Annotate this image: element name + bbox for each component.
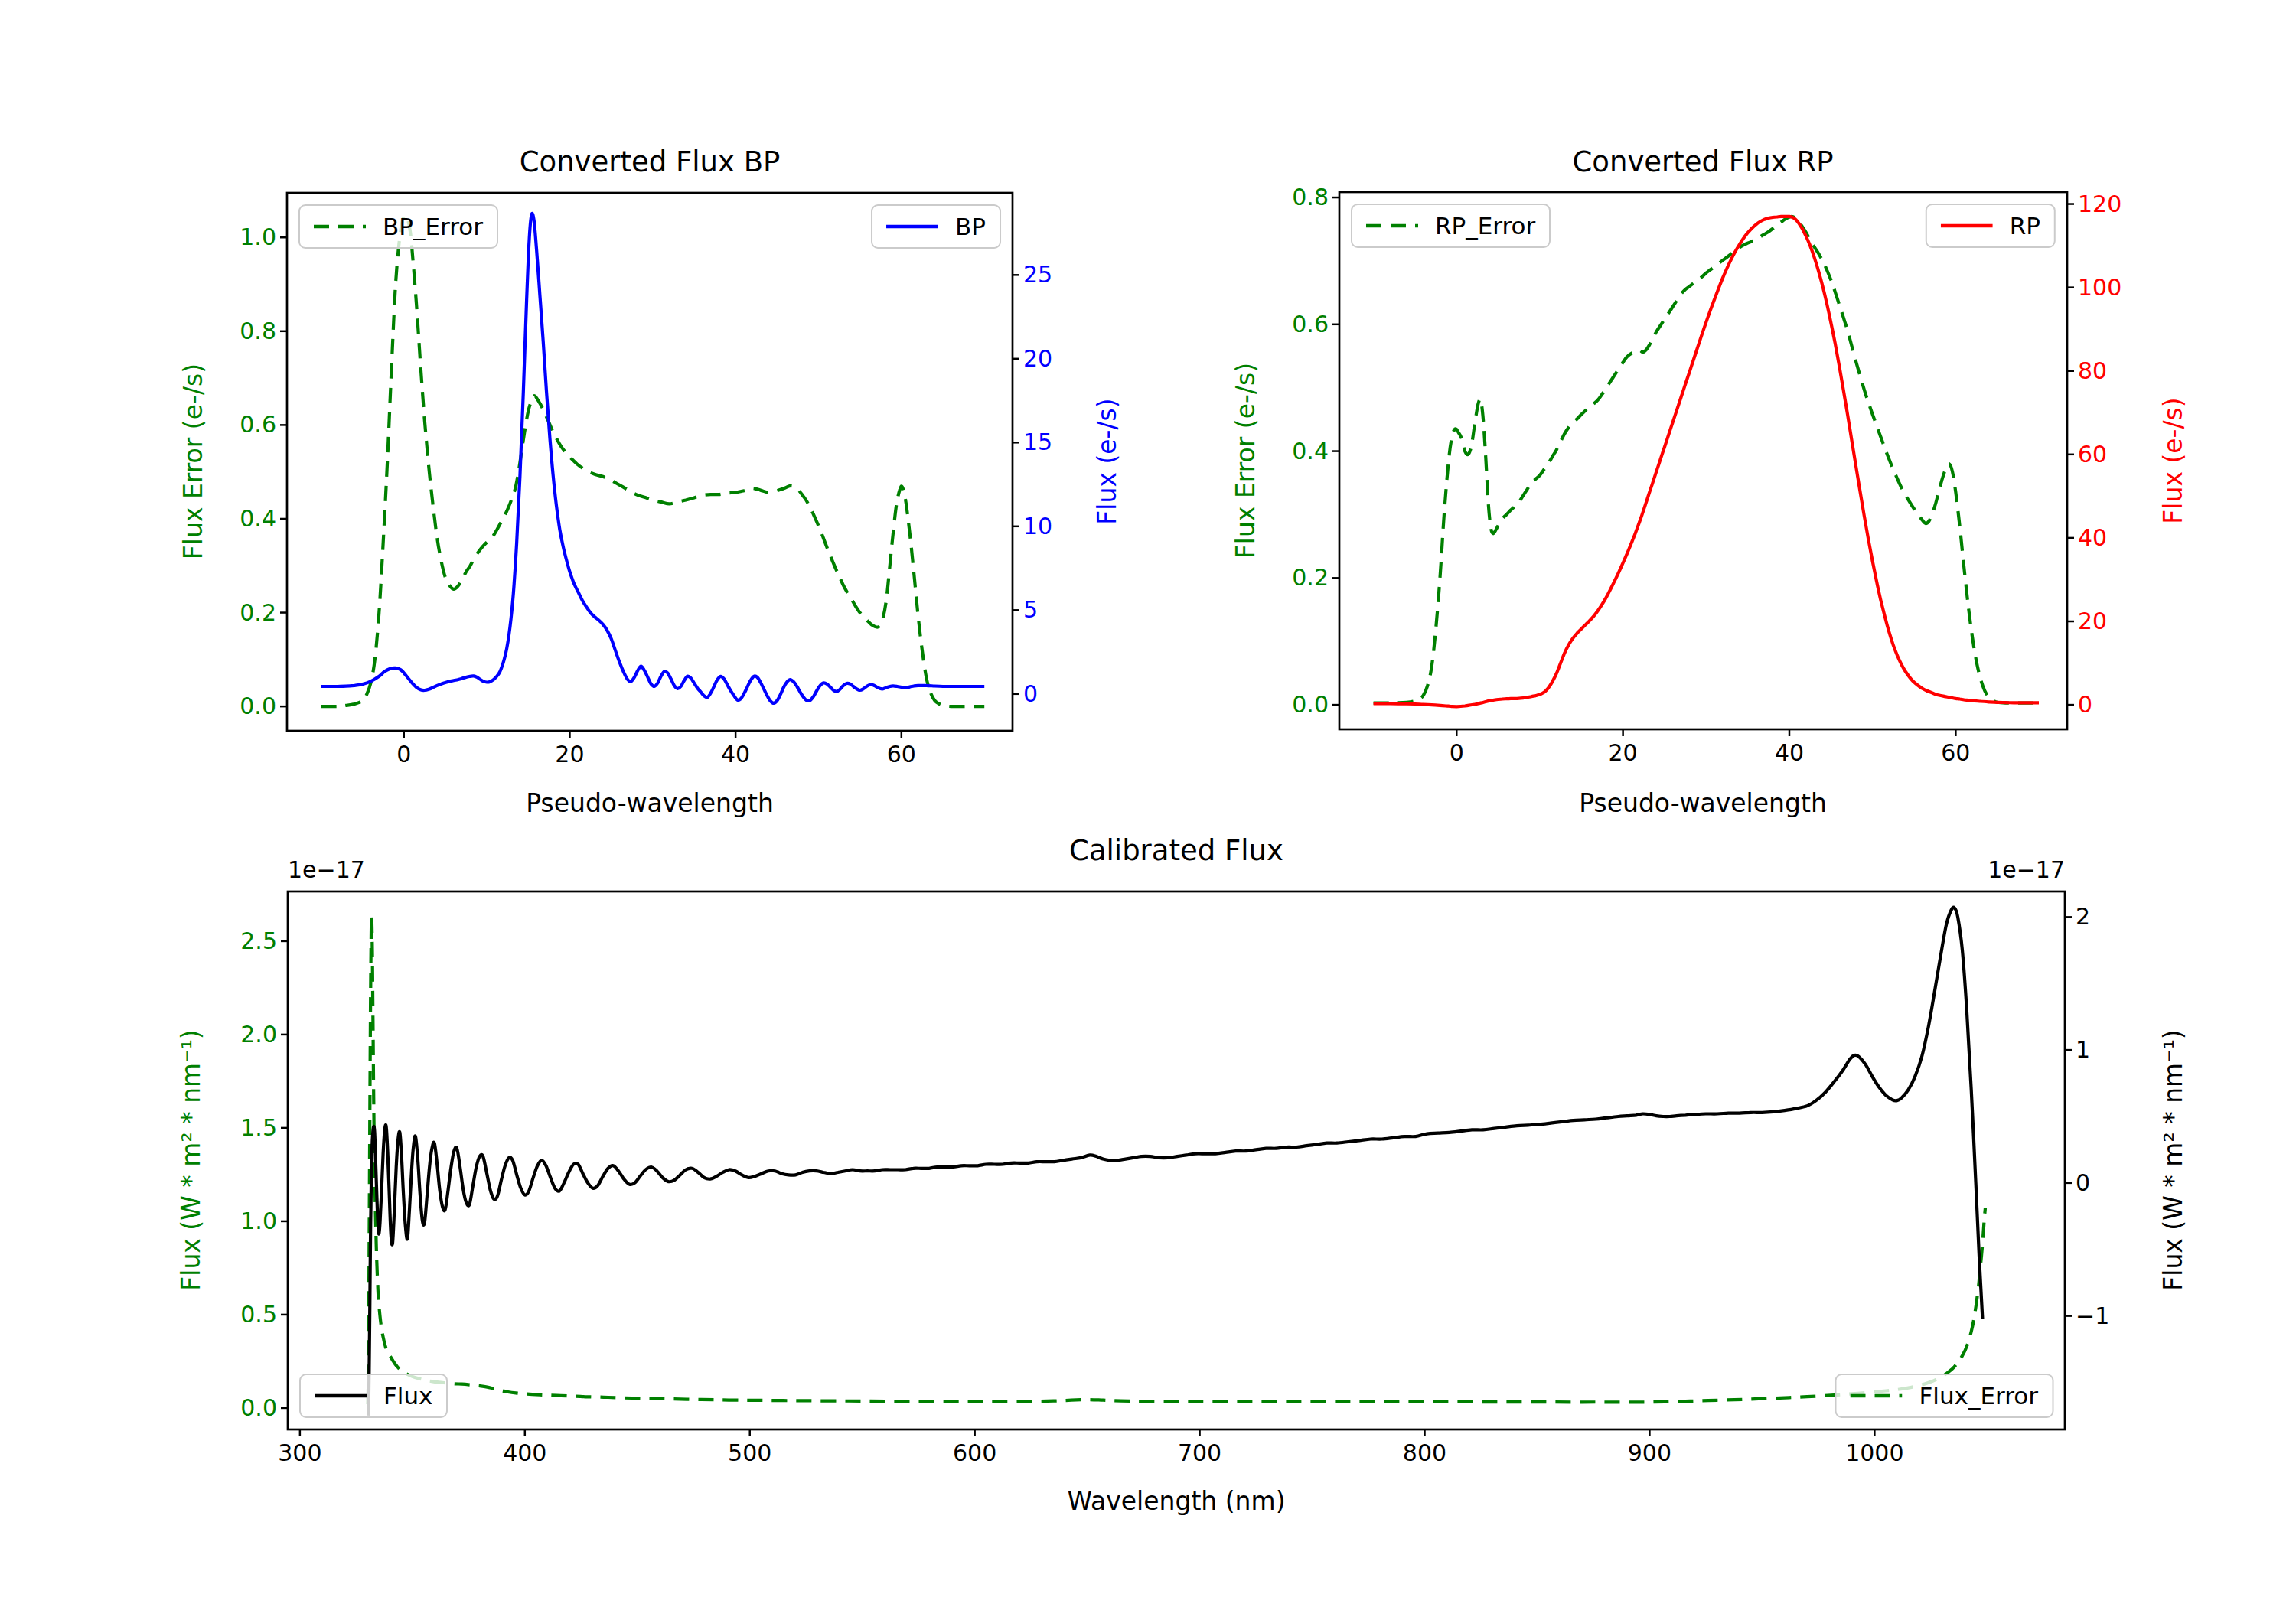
y-tick-label-left: 0.5 <box>240 1302 277 1328</box>
y-axis-label-left: Flux Error (e-/s) <box>179 363 208 559</box>
series-line-BP <box>321 214 984 703</box>
legend-label: Flux <box>383 1382 432 1410</box>
y-tick-label-left: 1.0 <box>240 224 276 251</box>
y-tick-label-right: 0 <box>2076 1170 2090 1197</box>
y-tick-label-right: 5 <box>1023 597 1038 624</box>
legend-RP: RP <box>1926 204 2056 248</box>
x-tick-label: 40 <box>721 742 750 768</box>
y-tick-label-left: 1.5 <box>240 1115 277 1142</box>
y-tick-label-left: 0.2 <box>1292 565 1329 592</box>
y-tick-label-left: 1.0 <box>240 1208 277 1235</box>
x-axis-label: Pseudo-wavelength <box>1579 789 1827 818</box>
y-tick-label-left: 0.4 <box>240 506 276 533</box>
y-tick-label-right: 0 <box>2078 692 2092 719</box>
x-tick-label: 500 <box>728 1440 771 1467</box>
series-line-RP_Error <box>1374 217 2039 703</box>
x-tick-label: 60 <box>1941 740 1970 767</box>
x-tick-label: 0 <box>396 742 411 768</box>
x-tick-label: 20 <box>555 742 584 768</box>
y-axis-label-left: Flux (W * m² * nm⁻¹) <box>177 1029 206 1291</box>
legend-sample-line <box>1366 222 1418 230</box>
y-axis-label-right: Flux (e-/s) <box>1093 398 1122 524</box>
x-tick-label: 800 <box>1403 1440 1446 1467</box>
legend-sample-line <box>1851 1392 1903 1400</box>
y-axis-label-right: Flux (e-/s) <box>2159 397 2188 523</box>
y-tick-label-right: 1 <box>2076 1037 2090 1064</box>
x-tick-label: 20 <box>1609 740 1638 767</box>
y-tick-label-right: −1 <box>2076 1302 2109 1329</box>
legend-Flux_Error: Flux_Error <box>1835 1374 2054 1418</box>
y-tick-label-right: 60 <box>2078 442 2107 468</box>
legend-label: RP <box>2010 212 2040 240</box>
axes-frame <box>288 892 2065 1429</box>
y-tick-label-left: 0.0 <box>240 693 276 720</box>
y-tick-label-right: 120 <box>2078 191 2122 217</box>
legend-sample-line <box>315 1392 367 1400</box>
series-line-Flux <box>369 908 1983 1416</box>
series-line-RP <box>1374 217 2039 706</box>
chart-title: Calibrated Flux <box>1069 835 1283 868</box>
figure: 02040600.00.20.40.60.81.00510152025Conve… <box>0 0 2296 1607</box>
y-tick-label-left: 0.6 <box>1292 311 1329 338</box>
x-axis-label: Wavelength (nm) <box>1067 1487 1285 1516</box>
series-line-BP_Error <box>321 215 984 706</box>
offset-text-right: 1e−17 <box>1988 857 2065 884</box>
x-axis-label: Pseudo-wavelength <box>526 789 774 818</box>
legend-BP_Error: BP_Error <box>298 204 498 249</box>
y-tick-label-left: 0.8 <box>240 318 276 345</box>
legend-label: RP_Error <box>1435 212 1535 240</box>
legend-RP_Error: RP_Error <box>1351 204 1551 248</box>
legend-sample-line <box>886 223 938 230</box>
y-tick-label-right: 80 <box>2078 357 2107 384</box>
legend-sample-line <box>314 223 366 230</box>
series-line-Flux_Error <box>368 916 1985 1404</box>
legend-label: Flux_Error <box>1919 1382 2039 1410</box>
y-tick-label-right: 40 <box>2078 525 2107 552</box>
chart-title: Converted Flux RP <box>1572 146 1833 179</box>
y-tick-label-left: 2.5 <box>240 928 277 955</box>
y-tick-label-left: 0.4 <box>1292 438 1329 464</box>
y-tick-label-left: 0.6 <box>240 412 276 438</box>
axes-frame <box>1339 192 2067 729</box>
x-tick-label: 700 <box>1178 1440 1221 1467</box>
y-tick-label-right: 25 <box>1023 262 1052 288</box>
y-tick-label-left: 0.0 <box>1292 692 1329 719</box>
y-tick-label-right: 20 <box>2078 608 2107 635</box>
y-tick-label-right: 15 <box>1023 429 1052 456</box>
legend-Flux: Flux <box>299 1374 448 1418</box>
y-axis-label-right: Flux (W * m² * nm⁻¹) <box>2159 1029 2188 1291</box>
x-tick-label: 40 <box>1775 740 1804 767</box>
y-tick-label-right: 20 <box>1023 346 1052 373</box>
x-tick-label: 400 <box>503 1440 546 1467</box>
y-tick-label-right: 10 <box>1023 513 1052 540</box>
y-tick-label-left: 2.0 <box>240 1022 277 1048</box>
x-tick-label: 900 <box>1628 1440 1671 1467</box>
chart-title: Converted Flux BP <box>520 146 781 179</box>
legend-BP: BP <box>871 204 1001 249</box>
y-tick-label-left: 0.2 <box>240 599 276 626</box>
x-tick-label: 1000 <box>1845 1440 1903 1467</box>
y-tick-label-right: 0 <box>1023 681 1038 708</box>
x-tick-label: 300 <box>278 1440 321 1467</box>
legend-label: BP_Error <box>383 213 483 240</box>
x-tick-label: 600 <box>953 1440 996 1467</box>
y-tick-label-right: 100 <box>2078 274 2122 301</box>
legend-sample-line <box>1941 222 1993 230</box>
y-tick-label-right: 2 <box>2076 904 2090 931</box>
y-tick-label-left: 0.0 <box>240 1395 277 1422</box>
x-tick-label: 60 <box>887 742 916 768</box>
offset-text-left: 1e−17 <box>288 857 365 884</box>
y-axis-label-left: Flux Error (e-/s) <box>1231 363 1261 559</box>
legend-label: BP <box>955 213 986 240</box>
y-tick-label-left: 0.8 <box>1292 184 1329 211</box>
x-tick-label: 0 <box>1450 740 1464 767</box>
